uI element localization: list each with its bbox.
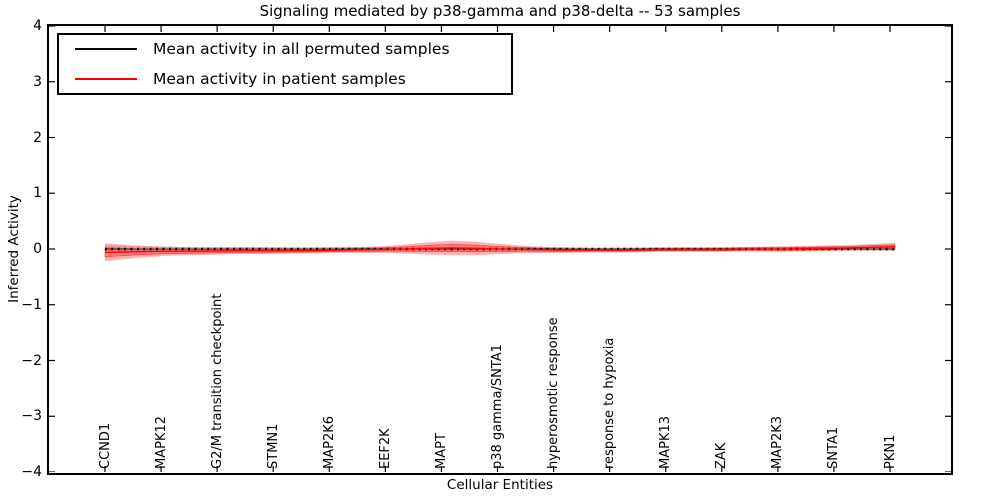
x-tick-label: EEF2K [377,428,393,469]
legend-entry-patient: Mean activity in patient samples [75,67,511,91]
x-tick-label: PKN1 [882,434,898,469]
x-tick-label: CCND1 [97,422,113,469]
x-tick-label: ZAK [714,442,730,469]
y-tick-label: 3 [33,73,42,90]
y-tick-label: −4 [21,464,42,480]
y-tick-label: 2 [33,129,42,146]
x-tick-label: MAP2K6 [321,415,337,469]
y-tick-label: 4 [33,18,42,34]
x-tick-label: hyperosmotic response [546,317,562,469]
x-tick-label: MAPT [433,433,449,469]
x-tick-label: SNTA1 [826,426,842,469]
y-tick-label: −2 [21,352,42,369]
x-tick-label: MAP2K3 [770,415,786,469]
y-tick-label: 1 [33,185,42,202]
legend-line-sample-red [75,78,137,80]
x-tick-label: response to hypoxia [602,337,618,469]
y-tick-label: −3 [21,408,42,425]
x-tick-label: p38 gamma/SNTA1 [490,344,505,469]
x-axis-label: Cellular Entities [446,477,554,493]
y-tick-label: 0 [33,241,42,257]
legend-entry-permuted: Mean activity in all permuted samples [75,37,511,61]
y-tick-label: −1 [21,296,42,313]
plot-canvas [49,26,951,472]
legend: Mean activity in all permuted samples Me… [57,33,513,95]
legend-label: Mean activity in patient samples [153,70,406,88]
legend-line-sample-black [75,48,137,50]
legend-label: Mean activity in all permuted samples [153,40,450,58]
x-tick-label: MAPK13 [658,415,674,469]
x-tick-label: MAPK12 [153,415,169,469]
chart-title: Signaling mediated by p38-gamma and p38-… [259,2,741,20]
x-tick-label: STMN1 [265,423,281,469]
x-tick-label: G2/M transition checkpoint [209,293,225,469]
